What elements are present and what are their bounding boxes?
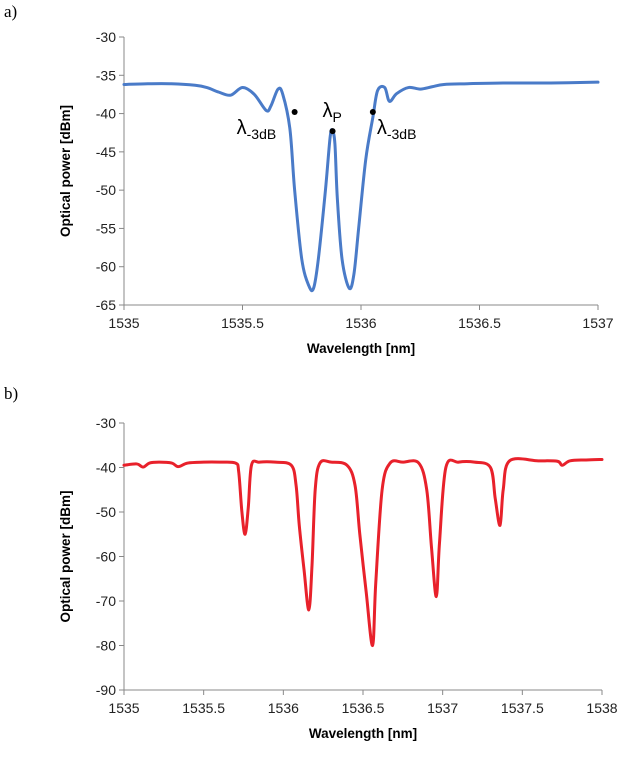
chart-b-y-tick-label: -50 [96,504,116,520]
chart-a-y-axis-title: Optical power [dBm] [58,105,73,237]
chart-b-x-axis-title: Wavelength [nm] [309,726,417,741]
chart-b-x-tick-label: 1536.5 [342,700,385,716]
lambda-subscript: P [333,109,342,125]
chart-b-x-tick-label: 1536 [268,700,299,716]
chart-a-y-tick-label: -60 [96,259,116,275]
chart-b-y-axis-title: Optical power [dBm] [58,490,73,622]
chart-a-marker-dot [369,109,376,116]
chart-a-x-tick-label: 1535 [108,315,139,331]
chart-b-x-tick-label: 1537 [427,700,458,716]
chart-a-x-tick-label: 1537 [582,315,613,331]
chart-a-marker-dot [291,109,298,116]
lambda-symbol: λ [377,117,387,139]
chart-a-x-tick-label: 1535.5 [221,315,264,331]
chart-b-y-tick-label: -70 [96,593,116,609]
chart-b-x-tick-label: 1535 [108,700,139,716]
chart-a-marker-dot [329,128,336,135]
chart-a-x-tick-label: 1536.5 [458,315,501,331]
chart-b-x-tick-label: 1537.5 [501,700,544,716]
lambda-subscript: -3dB [247,126,277,142]
chart-a-x-axis-title: Wavelength [nm] [307,341,415,356]
chart-a-y-tick-label: -40 [96,106,116,122]
lambda-symbol: λ [237,117,247,139]
chart-a-y-tick-label: -45 [96,144,116,160]
lambda-symbol: λ [323,100,333,122]
chart-a-marker-label: λP [323,100,342,125]
chart-a-x-tick-label: 1536 [345,315,376,331]
chart-a-y-tick-label: -55 [96,220,116,236]
chart-a-marker-label: λ-3dB [377,117,417,142]
chart-b-x-tick-label: 1535.5 [182,700,225,716]
chart-b-y-tick-label: -60 [96,549,116,565]
chart-a-y-tick-label: -35 [96,67,116,83]
chart-b-y-tick-label: -40 [96,460,116,476]
chart-a-y-tick-label: -30 [96,29,116,45]
chart-b-series-line [122,457,604,648]
chart-a-y-tick-label: -65 [96,297,116,313]
panel-b-label: b) [4,384,19,403]
chart-b-y-tick-label: -90 [96,682,116,698]
chart-a-marker-label: λ-3dB [237,117,277,142]
panel-a-label: a) [4,2,18,21]
chart-a: -30 -35 -40 -45 -50 -55 -60 -65 1535 1535.5 1536 15… [58,29,614,356]
chart-b-x-tick-label: 1538 [586,700,617,716]
chart-b-y-tick-label: -80 [96,638,116,654]
chart-a-y-tick-label: -50 [96,182,116,198]
chart-b-y-tick-label: -30 [96,415,116,431]
lambda-subscript: -3dB [387,126,417,142]
